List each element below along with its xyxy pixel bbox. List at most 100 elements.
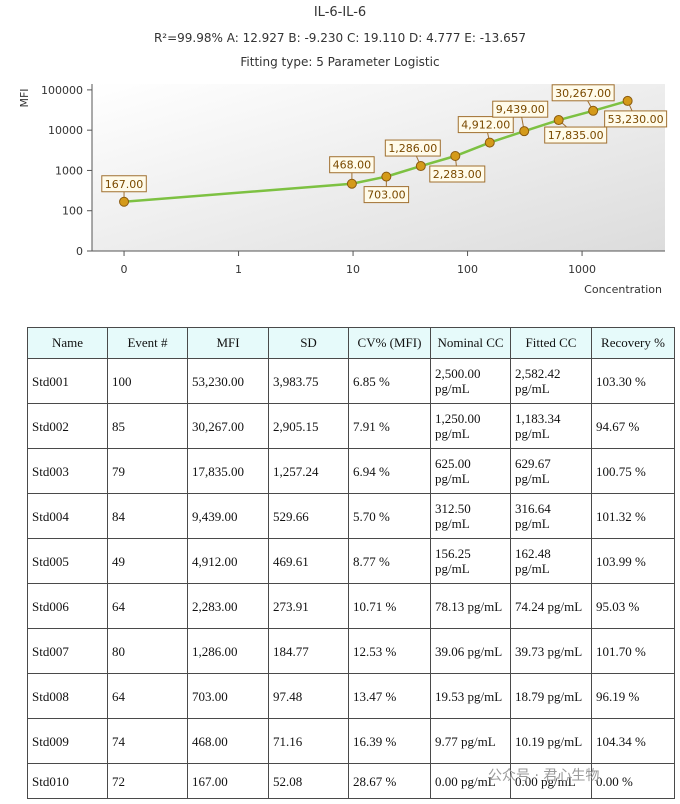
data-label-box	[457, 116, 514, 134]
y-tick-label: 100	[62, 205, 83, 218]
table-cell: 101.70 %	[591, 628, 675, 674]
y-axis-label: MFI	[18, 88, 31, 107]
table-cell: 16.39 %	[348, 718, 431, 764]
data-label: 17,835.00	[548, 129, 604, 142]
data-label-box	[329, 156, 375, 174]
data-label: 167.00	[105, 178, 144, 191]
y-tick-label: 1000	[55, 164, 83, 177]
table-row: Std005 49 4,912.00 469.61 8.77 % 156.25 pg/mL…	[27, 538, 675, 584]
data-point	[588, 105, 599, 116]
header-cell: Recovery %	[591, 327, 675, 359]
x-tick-label: 10	[346, 263, 360, 276]
fit-curve	[123, 99, 628, 203]
data-label-box	[101, 175, 147, 193]
table-cell: Std010	[27, 763, 108, 799]
table-cell: Std007	[27, 628, 108, 674]
x-tick-label: 1000	[568, 263, 596, 276]
table-cell: 85	[107, 403, 188, 449]
table-cell: Std002	[27, 403, 108, 449]
table-cell: 703.00	[187, 673, 269, 719]
table-cell: Std003	[27, 448, 108, 494]
header-row: Name Event # MFI SD CV% (MFI) Nominal CC Fitte…	[27, 327, 675, 359]
data-label: 30,267.00	[555, 87, 611, 100]
fitting-type: Fitting type: 5 Parameter Logistic	[240, 55, 439, 69]
x-tick-label: 1	[235, 263, 242, 276]
table-cell: 529.66	[268, 493, 349, 539]
table-cell: 0.00 pg/mL	[510, 763, 592, 799]
table-cell: 2,582.42 pg/mL	[510, 358, 592, 404]
table-row: Std002 85 30,267.00 2,905.15 7.91 % 1,250.00 …	[27, 403, 675, 449]
table-cell: 184.77	[268, 628, 349, 674]
table-cell: 13.47 %	[348, 673, 431, 719]
table-cell: 2,283.00	[187, 583, 269, 629]
table-cell: 469.61	[268, 538, 349, 584]
table-cell: Std001	[27, 358, 108, 404]
x-tick-label: 0	[121, 263, 128, 276]
data-label: 2,283.00	[433, 168, 482, 181]
data-label-group: 703.00	[363, 186, 410, 204]
table-cell: 52.08	[268, 763, 349, 799]
table-cell: 74	[107, 718, 188, 764]
table-row: Std010 72 167.00 52.08 28.67 % 0.00 pg/mL 0.00…	[27, 763, 675, 799]
header-cell: SD	[268, 327, 349, 359]
data-point	[119, 196, 130, 207]
table-cell: 103.30 %	[591, 358, 675, 404]
table-cell: 6.85 %	[348, 358, 431, 404]
table-cell: 5.70 %	[348, 493, 431, 539]
table-cell: Std008	[27, 673, 108, 719]
table-cell: 95.03 %	[591, 583, 675, 629]
table-cell: 79	[107, 448, 188, 494]
table-cell: 6.94 %	[348, 448, 431, 494]
table-cell: 96.19 %	[591, 673, 675, 719]
header-cell: Fitted CC	[510, 327, 592, 359]
table-row: Std006 64 2,283.00 273.91 10.71 % 78.13 pg/mL…	[27, 583, 675, 629]
data-label-group: 468.00	[329, 156, 375, 174]
x-axis-label: Concentration	[584, 283, 662, 296]
table-cell: 9.77 pg/mL	[430, 718, 511, 764]
data-point	[381, 171, 392, 182]
table-cell: 167.00	[187, 763, 269, 799]
header-cell: Event #	[107, 327, 188, 359]
table-cell: 12.53 %	[348, 628, 431, 674]
table-cell: 625.00 pg/mL	[430, 448, 511, 494]
table-cell: 100.75 %	[591, 448, 675, 494]
table-cell: 39.73 pg/mL	[510, 628, 592, 674]
table-cell: 100	[107, 358, 188, 404]
header-cell: Name	[27, 327, 108, 359]
data-point	[622, 95, 633, 106]
table-cell: 1,250.00 pg/mL	[430, 403, 511, 449]
table-cell: 74.24 pg/mL	[510, 583, 592, 629]
data-label-box	[384, 139, 441, 157]
table-cell: 10.71 %	[348, 583, 431, 629]
header-cell: Nominal CC	[430, 327, 511, 359]
header-cell: MFI	[187, 327, 269, 359]
data-point	[415, 161, 426, 172]
table-cell: 49	[107, 538, 188, 584]
data-label: 53,230.00	[608, 113, 664, 126]
table-cell: 80	[107, 628, 188, 674]
data-label-box	[604, 110, 668, 128]
y-tick-label: 10000	[48, 124, 83, 137]
table-cell: 103.99 %	[591, 538, 675, 584]
table-cell: 3,983.75	[268, 358, 349, 404]
table-cell: 101.32 %	[591, 493, 675, 539]
data-label-group: 30,267.00	[551, 84, 615, 102]
chart-subtitle: R²=99.98% A: 12.927 B: -9.230 C: 19.110 …	[154, 31, 526, 45]
table-cell: 78.13 pg/mL	[430, 583, 511, 629]
data-label-group: 167.00	[101, 175, 147, 193]
data-label-box	[551, 84, 615, 102]
table-cell: 53,230.00	[187, 358, 269, 404]
data-label: 9,439.00	[496, 103, 545, 116]
table-row: Std004 84 9,439.00 529.66 5.70 % 312.50 pg/mL…	[27, 493, 675, 539]
table-cell: Std005	[27, 538, 108, 584]
table-cell: 1,183.34 pg/mL	[510, 403, 592, 449]
table-cell: 0.00 %	[591, 763, 675, 799]
table-row: Std001 100 53,230.00 3,983.75 6.85 % 2,500.00…	[27, 358, 675, 404]
data-point	[484, 137, 495, 148]
data-label-box	[492, 100, 549, 118]
table-cell: 17,835.00	[187, 448, 269, 494]
data-label-group: 17,835.00	[544, 126, 608, 144]
plot-area	[92, 84, 665, 251]
table-cell: 30,267.00	[187, 403, 269, 449]
table-cell: 156.25 pg/mL	[430, 538, 511, 584]
